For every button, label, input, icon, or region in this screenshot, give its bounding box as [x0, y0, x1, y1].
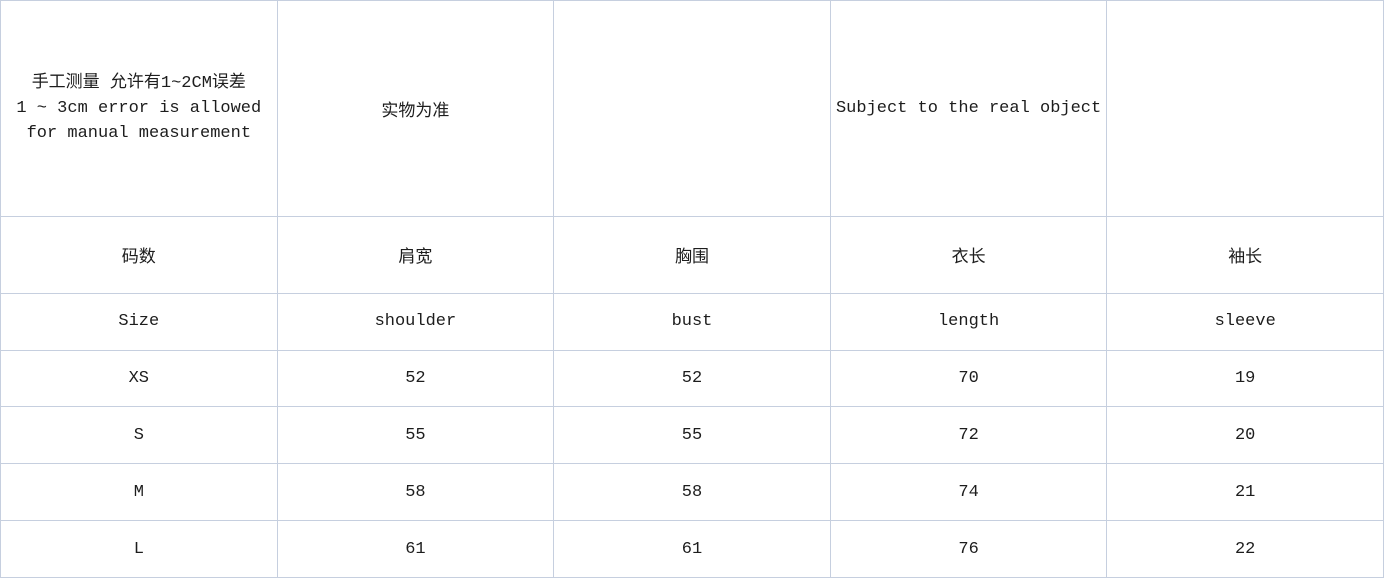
- measurement-note-en-line1: 1 ~ 3cm error is allowed: [16, 99, 262, 118]
- sleeve-value: 22: [1106, 520, 1384, 578]
- bust-value: 61: [553, 520, 831, 578]
- size-label: XS: [0, 349, 278, 408]
- empty-cell: [1106, 0, 1384, 218]
- measurement-note-zh: 手工测量 允许有1~2CM误差: [31, 74, 246, 93]
- size-label: L: [0, 520, 278, 578]
- shoulder-value: 61: [276, 520, 555, 578]
- length-value: 76: [829, 520, 1108, 578]
- empty-cell: [553, 0, 831, 218]
- sleeve-value: 20: [1106, 406, 1384, 465]
- size-row-s: S 55 55 72 20: [0, 406, 1384, 465]
- measurement-note-cell: 手工测量 允许有1~2CM误差 1 ~ 3cm error is allowed…: [0, 0, 278, 218]
- header-size-en: Size: [0, 292, 278, 351]
- header-bust-en: bust: [553, 292, 831, 351]
- length-value: 70: [829, 349, 1108, 408]
- length-value: 72: [829, 406, 1108, 465]
- header-length-zh: 衣长: [829, 216, 1108, 294]
- sleeve-value: 19: [1106, 349, 1384, 408]
- real-object-note-en-cell: Subject to the real object: [829, 0, 1108, 218]
- shoulder-value: 52: [276, 349, 555, 408]
- header-length-en: length: [829, 292, 1108, 351]
- header-size-zh: 码数: [0, 216, 278, 294]
- size-row-xs: XS 52 52 70 19: [0, 349, 1384, 408]
- header-shoulder-en: shoulder: [276, 292, 555, 351]
- header-row-zh: 码数 肩宽 胸围 衣长 袖长: [0, 216, 1384, 294]
- sleeve-value: 21: [1106, 463, 1384, 522]
- measurement-note-en-line2: for manual measurement: [26, 124, 252, 143]
- header-sleeve-zh: 袖长: [1106, 216, 1384, 294]
- length-value: 74: [829, 463, 1108, 522]
- notes-row: 手工测量 允许有1~2CM误差 1 ~ 3cm error is allowed…: [0, 0, 1384, 218]
- size-row-m: M 58 58 74 21: [0, 463, 1384, 522]
- size-label: S: [0, 406, 278, 465]
- bust-value: 58: [553, 463, 831, 522]
- header-sleeve-en: sleeve: [1106, 292, 1384, 351]
- header-row-en: Size shoulder bust length sleeve: [0, 292, 1384, 351]
- size-label: M: [0, 463, 278, 522]
- header-bust-zh: 胸围: [553, 216, 831, 294]
- shoulder-value: 58: [276, 463, 555, 522]
- shoulder-value: 55: [276, 406, 555, 465]
- header-shoulder-zh: 肩宽: [276, 216, 555, 294]
- real-object-note-zh-cell: 实物为准: [276, 0, 555, 218]
- size-row-l: L 61 61 76 22: [0, 520, 1384, 578]
- bust-value: 52: [553, 349, 831, 408]
- bust-value: 55: [553, 406, 831, 465]
